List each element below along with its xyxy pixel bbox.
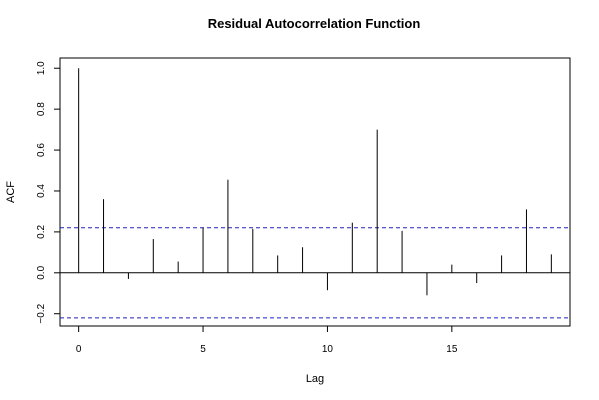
y-tick-label: 0.8	[36, 102, 47, 116]
x-axis: 0 5 10 15	[76, 325, 458, 355]
y-tick-label: 0.4	[36, 184, 47, 198]
plot-frame	[59, 57, 571, 327]
x-tick-label: 0	[76, 344, 82, 355]
x-tick-label: 10	[322, 344, 334, 355]
y-tick-label: 0.6	[36, 143, 47, 157]
x-tick-label: 15	[446, 344, 458, 355]
y-axis-label: ACF	[5, 181, 17, 203]
x-axis-label: Lag	[306, 373, 324, 385]
y-axis: −0.2 0.0 0.2 0.4 0.6 0.8 1.0	[36, 61, 61, 324]
y-tick-label: −0.2	[36, 303, 47, 323]
acf-bars	[78, 68, 552, 296]
confidence-bands	[60, 227, 570, 319]
y-tick-label: 1.0	[36, 61, 47, 75]
y-tick-label: 0.2	[36, 225, 47, 239]
y-tick-label: 0.0	[36, 265, 47, 279]
chart-title: Residual Autocorrelation Function	[208, 16, 421, 31]
x-tick-label: 5	[200, 344, 206, 355]
